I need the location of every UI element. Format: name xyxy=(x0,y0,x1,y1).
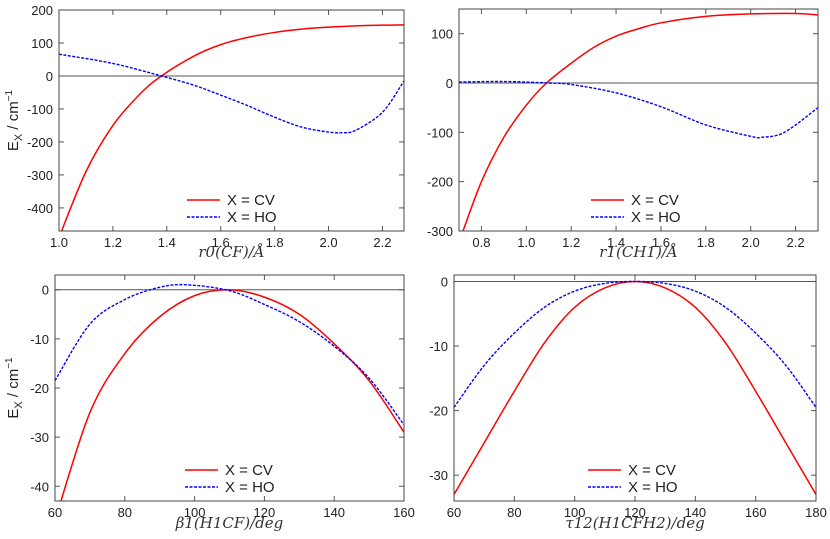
x-tick-label: 100 xyxy=(184,505,206,520)
legend-label: X = CV xyxy=(628,462,676,479)
y-tick-label: -20 xyxy=(429,404,448,419)
x-tick-label: 160 xyxy=(393,505,415,520)
x-tick-label: 80 xyxy=(118,505,132,520)
legend-label: X = HO xyxy=(631,209,681,226)
x-tick-label: 2.2 xyxy=(373,235,391,250)
x-tick-label: 180 xyxy=(805,505,827,520)
x-tick-label: 1.2 xyxy=(104,235,122,250)
series-line-ho xyxy=(454,280,816,408)
y-axis-label: EX / cm−1 xyxy=(4,89,25,151)
y-tick-label: 200 xyxy=(31,3,53,18)
x-tick-label: 1.0 xyxy=(517,235,535,250)
x-tick-label: 1.6 xyxy=(652,235,670,250)
series-line-ho xyxy=(59,53,404,134)
legend-label: X = HO xyxy=(628,479,678,496)
x-tick-label: 160 xyxy=(745,505,767,520)
y-tick-label: -100 xyxy=(427,125,453,140)
series-line-cv xyxy=(60,24,404,231)
y-tick-label: -200 xyxy=(427,175,453,190)
x-tick-label: 60 xyxy=(447,505,461,520)
x-tick-label: 1.4 xyxy=(607,235,625,250)
subplot-3: 60 80 100 120 140 160 -40 -30 -20 -10 0 X = CVX = H… xyxy=(4,274,415,532)
x-tick-label: 1.2 xyxy=(562,235,580,250)
series-line-ho xyxy=(459,80,818,139)
x-tick-label: 120 xyxy=(254,505,276,520)
subplot-2: 0.8 1.0 1.2 1.4 1.6 1.8 2.0 2.2 -300 -200 -100 0 100… xyxy=(427,8,819,261)
y-tick-label: -30 xyxy=(429,468,448,483)
y-tick-label: -300 xyxy=(27,168,53,183)
legend-label: X = CV xyxy=(227,192,275,209)
plot-frame xyxy=(453,274,817,502)
y-tick-label: 0 xyxy=(446,76,453,91)
subplot-4: 60 80 100 120 140 160 180 -30 -20 -10 0 X = CVX = H… xyxy=(429,274,827,532)
y-tick-label: 0 xyxy=(42,283,49,298)
x-tick-label: 2.0 xyxy=(742,235,760,250)
x-axis-label: τ12(H1CFH2)/deg xyxy=(565,514,704,532)
x-tick-label: 1.0 xyxy=(50,235,68,250)
x-axis-label: r1(CH1)/Å xyxy=(599,243,677,261)
y-tick-label: 0 xyxy=(46,69,53,84)
x-tick-label: 1.8 xyxy=(266,235,284,250)
x-axis-label: β1(H1CF)/deg xyxy=(175,514,284,532)
x-tick-label: 1.8 xyxy=(697,235,715,250)
subplot-1: 1.0 1.2 1.4 1.6 1.8 2.0 2.2 -400 -300 -200 -100 0 10… xyxy=(4,3,405,261)
y-tick-label: -30 xyxy=(30,430,49,445)
y-tick-label: -10 xyxy=(429,339,448,354)
legend-label: X = HO xyxy=(225,479,275,496)
x-tick-label: 2.0 xyxy=(319,235,337,250)
plot-frame xyxy=(458,8,819,232)
series-line-cv xyxy=(462,12,818,231)
x-tick-label: 2.2 xyxy=(787,235,805,250)
y-tick-label: -40 xyxy=(30,479,49,494)
x-tick-label: 100 xyxy=(564,505,586,520)
y-tick-label: -200 xyxy=(27,135,53,150)
x-tick-label: 120 xyxy=(624,505,646,520)
x-tick-label: 1.4 xyxy=(158,235,176,250)
x-tick-label: 1.6 xyxy=(212,235,230,250)
x-tick-label: 0.8 xyxy=(472,235,490,250)
y-axis-label: EX / cm−1 xyxy=(4,357,25,419)
series-line-ho xyxy=(55,283,404,426)
legend-label: X = HO xyxy=(227,209,277,226)
y-tick-label: -10 xyxy=(30,332,49,347)
y-tick-label: 0 xyxy=(441,274,448,289)
y-tick-label: -400 xyxy=(27,201,53,216)
x-axis-label: r0(CF)/Å xyxy=(198,243,264,261)
y-tick-label: 100 xyxy=(31,36,53,51)
x-tick-label: 140 xyxy=(323,505,345,520)
legend-label: X = CV xyxy=(631,192,679,209)
y-tick-label: -100 xyxy=(27,102,53,117)
x-tick-label: 80 xyxy=(507,505,521,520)
y-tick-label: 100 xyxy=(431,27,453,42)
x-tick-label: 140 xyxy=(684,505,706,520)
x-tick-label: 60 xyxy=(48,505,62,520)
y-tick-label: -20 xyxy=(30,381,49,396)
y-tick-label: -300 xyxy=(427,224,453,239)
plot-frame xyxy=(54,274,405,502)
legend-label: X = CV xyxy=(225,462,273,479)
plot-frame xyxy=(58,9,405,232)
